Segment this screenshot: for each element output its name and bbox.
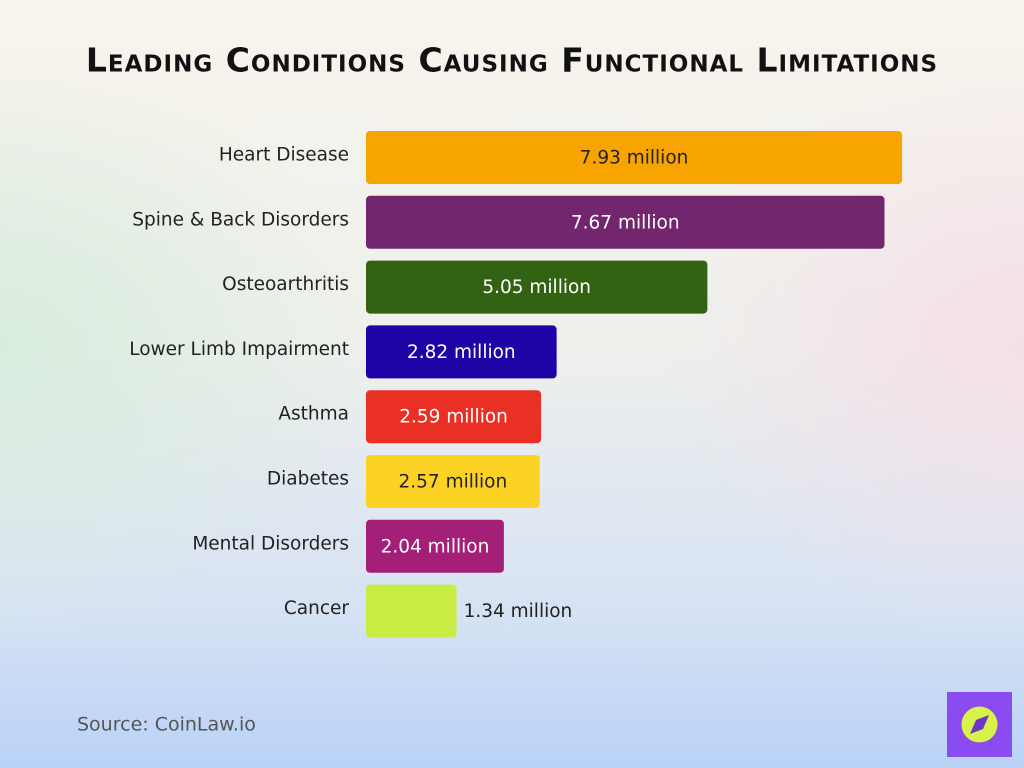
value-label: 2.82 million — [407, 342, 516, 363]
bar — [366, 519, 504, 573]
value-label: 2.57 million — [399, 472, 508, 493]
bar — [366, 390, 542, 444]
category-label: Mental Disorders — [192, 533, 349, 554]
bar — [366, 260, 708, 314]
category-label: Cancer — [284, 598, 350, 619]
bar — [366, 325, 557, 379]
value-label: 2.59 million — [399, 407, 508, 428]
value-label: 2.04 million — [381, 536, 490, 557]
bar — [366, 131, 903, 184]
category-label: Heart Disease — [219, 145, 349, 166]
bar — [366, 195, 885, 249]
source: Source: CoinLaw.io — [77, 714, 256, 736]
category-label: Spine & Back Disorders — [132, 209, 349, 230]
category-label: Lower Limb Impairment — [129, 339, 349, 360]
category-label: Osteoarthritis — [222, 274, 349, 295]
category-label: Diabetes — [267, 469, 349, 490]
value-label: 7.93 million — [580, 148, 689, 169]
bar — [366, 584, 457, 638]
bar — [366, 455, 540, 508]
logo — [947, 692, 1012, 757]
value-label: 7.67 million — [571, 212, 680, 233]
category-label: Asthma — [278, 404, 349, 425]
value-label: 1.34 million — [464, 601, 573, 622]
value-label: 5.05 million — [482, 277, 591, 298]
chart-title: Leading Conditions Causing Functional Li… — [86, 41, 938, 80]
